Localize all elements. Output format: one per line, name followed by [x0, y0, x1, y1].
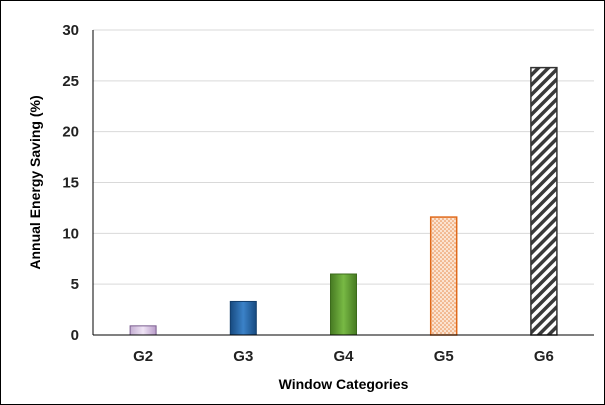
y-tick-label: 15	[62, 175, 79, 192]
bar-g4	[330, 273, 357, 336]
x-axis-ticks: G2 G3 G4 G5 G6	[133, 348, 554, 365]
bar-g5	[429, 216, 458, 336]
x-tick-label: G6	[534, 348, 554, 365]
x-tick-label: G2	[133, 348, 153, 365]
bar-g3	[229, 300, 257, 336]
y-tick-label: 30	[62, 22, 79, 39]
y-tick-label: 5	[71, 276, 79, 293]
gridlines	[93, 29, 594, 285]
x-tick-label: G3	[233, 348, 253, 365]
y-axis-ticks: 0 5 10 15 20 25 30	[62, 22, 79, 344]
y-tick-label: 0	[71, 327, 79, 344]
y-axis-title: Annual Energy Saving (%)	[27, 95, 43, 269]
x-tick-label: G5	[434, 348, 454, 365]
y-tick-label: 10	[62, 225, 79, 242]
x-tick-label: G4	[333, 348, 354, 365]
y-tick-label: 25	[62, 73, 79, 90]
bar-g6	[530, 66, 558, 336]
x-axis-title: Window Categories	[279, 376, 409, 392]
bars	[129, 66, 558, 336]
y-tick-label: 20	[62, 124, 79, 141]
bar-g2	[129, 325, 157, 336]
